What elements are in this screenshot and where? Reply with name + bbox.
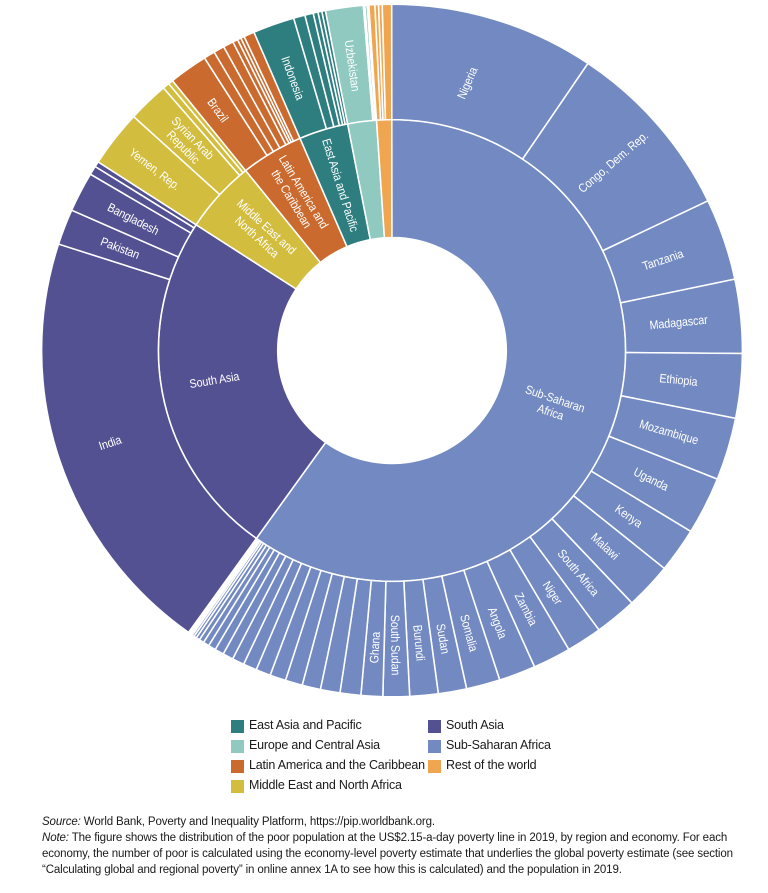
svg-text:Ethiopia: Ethiopia bbox=[659, 373, 699, 390]
svg-text:South Sudan: South Sudan bbox=[388, 615, 402, 676]
svg-text:Madagascar: Madagascar bbox=[649, 314, 709, 332]
svg-text:Sudan: Sudan bbox=[433, 623, 451, 655]
svg-text:Ghana: Ghana bbox=[368, 631, 383, 664]
svg-text:Burundi: Burundi bbox=[410, 624, 426, 661]
